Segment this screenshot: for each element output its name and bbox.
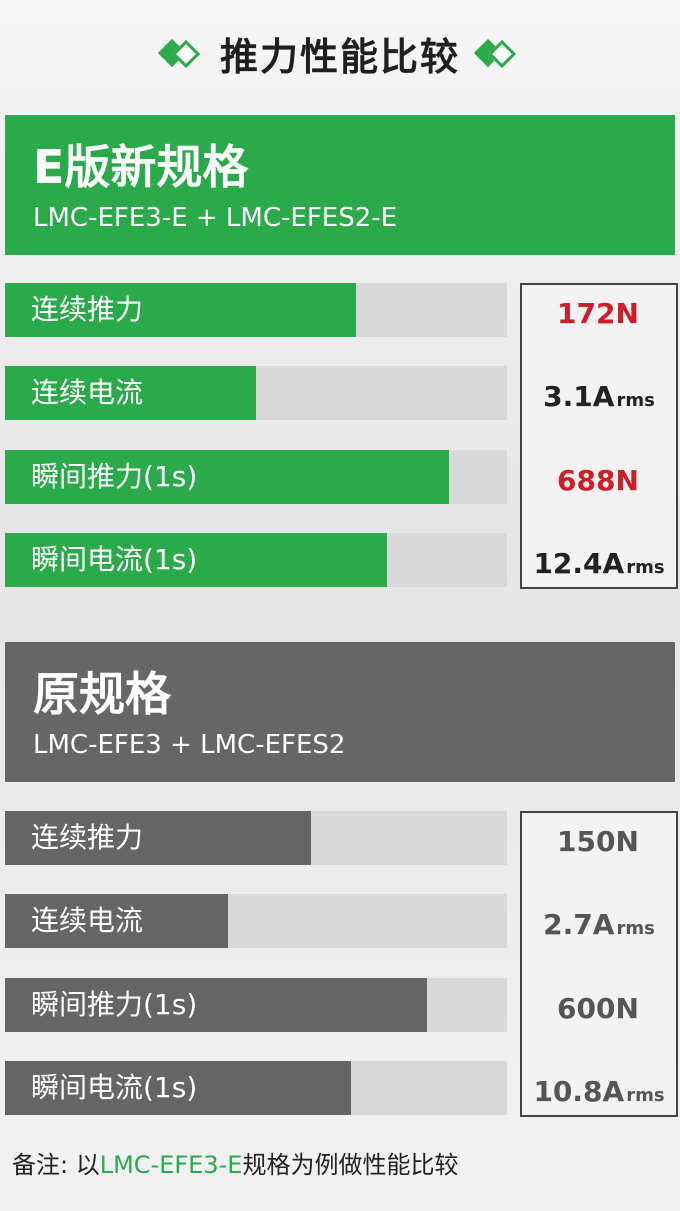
new-values-box: 172N 3.1A rms 688N 12.4A rms xyxy=(520,283,678,589)
value-continuous-current: 3.1A rms xyxy=(543,380,655,413)
title-row: 推力性能比较 xyxy=(0,18,680,88)
old-spec-header: 原规格 LMC-EFE3 + LMC-EFES2 xyxy=(5,642,675,782)
bar-label: 瞬间推力(1s) xyxy=(31,988,198,1021)
bar-label: 连续推力 xyxy=(31,293,144,326)
new-bar-continuous-thrust: 连续推力 xyxy=(5,283,507,337)
value-continuous-current: 2.7A rms xyxy=(543,908,655,941)
value-peak-current: 10.8A rms xyxy=(533,1075,665,1108)
footnote: 备注: 以LMC-EFE3-E规格为例做性能比较 xyxy=(12,1145,458,1180)
bar-fill xyxy=(5,366,256,420)
new-spec-models: LMC-EFE3-E + LMC-EFES2-E xyxy=(33,203,398,233)
bar-label: 连续电流 xyxy=(31,904,144,937)
old-spec-heading: 原规格 xyxy=(33,667,171,721)
note-highlight: LMC-EFE3-E xyxy=(99,1151,243,1179)
bar-label: 瞬间电流(1s) xyxy=(31,1071,198,1104)
bar-fill xyxy=(5,450,450,504)
note-suffix: 规格为例做性能比较 xyxy=(242,1151,459,1179)
bar-label: 瞬间推力(1s) xyxy=(31,460,198,493)
diamond-icon xyxy=(157,38,204,69)
bar-fill xyxy=(5,283,357,337)
old-bar-continuous-thrust: 连续推力 xyxy=(5,811,507,865)
new-spec-heading: E版新规格 xyxy=(33,140,249,194)
old-values-box: 150N 2.7A rms 600N 10.8A rms xyxy=(520,811,678,1117)
new-bar-peak-thrust: 瞬间推力(1s) xyxy=(5,450,507,504)
bar-fill xyxy=(5,811,312,865)
value-peak-thrust: 688N xyxy=(557,464,639,497)
value-peak-current: 12.4A rms xyxy=(533,547,665,580)
note-prefix: 备注: 以 xyxy=(12,1151,100,1179)
old-bar-continuous-current: 连续电流 xyxy=(5,894,507,948)
value-peak-thrust: 600N xyxy=(557,992,639,1025)
bar-label: 连续电流 xyxy=(31,376,144,409)
old-bar-peak-current: 瞬间电流(1s) xyxy=(5,1061,507,1115)
new-spec-header: E版新规格 LMC-EFE3-E + LMC-EFES2-E xyxy=(5,115,675,255)
diamond-icon xyxy=(473,38,520,69)
page-title: 推力性能比较 xyxy=(219,34,460,79)
new-bar-continuous-current: 连续电流 xyxy=(5,366,507,420)
bar-label: 瞬间电流(1s) xyxy=(31,543,198,576)
bar-fill xyxy=(5,533,387,587)
old-bar-peak-thrust: 瞬间推力(1s) xyxy=(5,978,507,1032)
old-spec-models: LMC-EFE3 + LMC-EFES2 xyxy=(33,730,346,760)
bar-label: 连续推力 xyxy=(31,821,144,854)
bar-fill xyxy=(5,978,427,1032)
value-continuous-thrust: 172N xyxy=(557,297,639,330)
bar-fill xyxy=(5,1061,352,1115)
new-bar-peak-current: 瞬间电流(1s) xyxy=(5,533,507,587)
bar-fill xyxy=(5,894,229,948)
value-continuous-thrust: 150N xyxy=(557,825,639,858)
